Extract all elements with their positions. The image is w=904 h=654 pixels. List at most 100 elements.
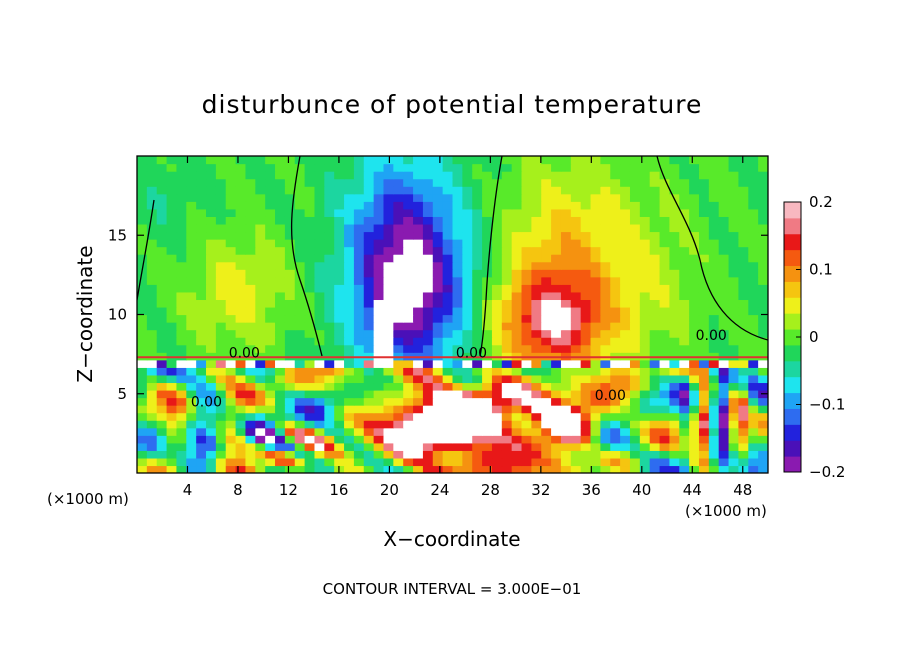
heatmap-cell-1079 xyxy=(679,344,690,353)
heatmap-cell-1297 xyxy=(304,314,316,323)
heatmap-cell-1833 xyxy=(541,254,552,263)
heatmap-cell-824 xyxy=(689,374,700,384)
heatmap-cell-2573 xyxy=(265,163,276,172)
heatmap-cell-144 xyxy=(294,450,306,459)
heatmap-cell-1531 xyxy=(718,291,730,301)
heatmap-cell-1180 xyxy=(413,329,424,338)
heatmap-cell-58 xyxy=(708,465,720,473)
heatmap-cell-2562 xyxy=(156,163,168,172)
heatmap-cell-2176 xyxy=(137,208,148,217)
heatmap-cell-2182 xyxy=(196,208,207,217)
heatmap-cell-2470 xyxy=(511,178,523,187)
heatmap-cell-1878 xyxy=(353,246,365,255)
heatmap-cell-397 xyxy=(265,420,276,429)
heatmap-cell-2273 xyxy=(462,201,473,210)
heatmap-cell-32 xyxy=(452,465,463,473)
heatmap-cell-2276 xyxy=(491,201,503,210)
heatmap-cell-84 xyxy=(334,457,345,467)
heatmap-cell-2384 xyxy=(294,186,306,195)
heatmap-cell-1852 xyxy=(728,254,740,263)
heatmap-cell-1837 xyxy=(580,254,592,263)
heatmap-cell-1208 xyxy=(689,329,700,338)
heatmap-cell-440 xyxy=(689,420,700,429)
heatmap-cell-2408 xyxy=(531,186,542,195)
heatmap-cell-2378 xyxy=(235,186,247,195)
heatmap-cell-2615 xyxy=(679,163,690,172)
heatmap-cell-1501 xyxy=(422,291,434,301)
heatmap-cell-1087 xyxy=(758,344,768,353)
heatmap-cell-2000 xyxy=(294,231,306,240)
heatmap-cell-219 xyxy=(403,442,414,451)
heatmap-cell-728 xyxy=(373,382,385,391)
heatmap-cell-1056 xyxy=(452,344,463,353)
heatmap-cell-760 xyxy=(689,382,700,391)
heatmap-cell-1445 xyxy=(501,299,513,308)
heatmap-cell-800 xyxy=(452,374,463,384)
heatmap-cell-49 xyxy=(620,465,631,473)
heatmap-cell-1752 xyxy=(373,261,385,270)
heatmap-cell-722 xyxy=(314,382,325,391)
heatmap-cell-1754 xyxy=(393,261,404,270)
heatmap-cell-2629 xyxy=(186,156,197,165)
heatmap-cell-230 xyxy=(511,442,523,451)
heatmap-cell-1802 xyxy=(235,254,247,263)
heatmap-cell-1304 xyxy=(373,314,385,323)
heatmap-cell-447 xyxy=(758,420,768,429)
heatmap-cell-895 xyxy=(758,367,768,376)
heatmap-cell-361 xyxy=(541,427,552,436)
heatmap-cell-349 xyxy=(422,427,434,436)
heatmap-cell-1540 xyxy=(176,284,187,293)
heatmap-cell-1653 xyxy=(659,276,671,285)
heatmap-cell-1724 xyxy=(728,269,740,278)
heatmap-cell-781 xyxy=(265,374,276,384)
heatmap-cell-1744 xyxy=(294,261,306,270)
heatmap-cell-516 xyxy=(176,405,187,414)
heatmap-cell-1214 xyxy=(748,329,759,338)
heatmap-cell-430 xyxy=(590,420,601,429)
heatmap-cell-620 xyxy=(570,397,582,406)
heatmap-cell-341 xyxy=(344,427,355,436)
heatmap-cell-1919 xyxy=(758,246,768,255)
heatmap-cell-710 xyxy=(196,382,207,391)
heatmap-cell-540 xyxy=(413,405,424,414)
heatmap-cell-2186 xyxy=(235,208,247,217)
heatmap-cell-2127 xyxy=(284,216,296,225)
heatmap-cell-2140 xyxy=(413,216,424,225)
heatmap-cell-2060 xyxy=(255,223,266,233)
heatmap-cell-97 xyxy=(462,457,473,467)
heatmap-cell-746 xyxy=(551,382,562,391)
heatmap-cell-1521 xyxy=(620,291,631,301)
heatmap-cell-54 xyxy=(669,465,680,473)
heatmap-cell-1216 xyxy=(137,322,148,331)
heatmap-cell-551 xyxy=(521,405,532,414)
heatmap-cell-829 xyxy=(738,374,749,384)
heatmap-cell-2596 xyxy=(491,163,503,172)
heatmap-cell-2320 xyxy=(294,193,306,202)
heatmap-cell-258 xyxy=(156,435,168,444)
heatmap-cell-1775 xyxy=(600,261,611,270)
heatmap-cell-950 xyxy=(669,359,680,368)
heatmap-cell-1798 xyxy=(196,254,207,263)
heatmap-cell-2509 xyxy=(265,171,276,180)
heatmap-cell-1124 xyxy=(491,337,503,346)
heatmap-cell-653 xyxy=(265,389,276,399)
heatmap-cell-771 xyxy=(166,374,178,384)
heatmap-cell-1326 xyxy=(590,314,601,323)
heatmap-cell-871 xyxy=(521,367,532,376)
heatmap-cell-1918 xyxy=(748,246,759,255)
heatmap-cell-1344 xyxy=(137,306,148,316)
heatmap-cell-1593 xyxy=(698,284,710,293)
heatmap-cell-939 xyxy=(560,359,572,368)
heatmap-cell-1581 xyxy=(580,284,592,293)
heatmap-cell-1285 xyxy=(186,314,197,323)
heatmap-cell-1380 xyxy=(491,306,503,316)
heatmap-cell-831 xyxy=(758,374,768,384)
heatmap-cell-2645 xyxy=(344,156,355,165)
heatmap-cell-2142 xyxy=(432,216,444,225)
heatmap-cell-1625 xyxy=(383,276,394,285)
heatmap-cell-651 xyxy=(245,389,256,399)
heatmap-cell-277 xyxy=(344,435,355,444)
heatmap-cell-2093 xyxy=(580,223,592,233)
heatmap-cell-492 xyxy=(570,412,582,421)
heatmap-cell-723 xyxy=(324,382,335,391)
